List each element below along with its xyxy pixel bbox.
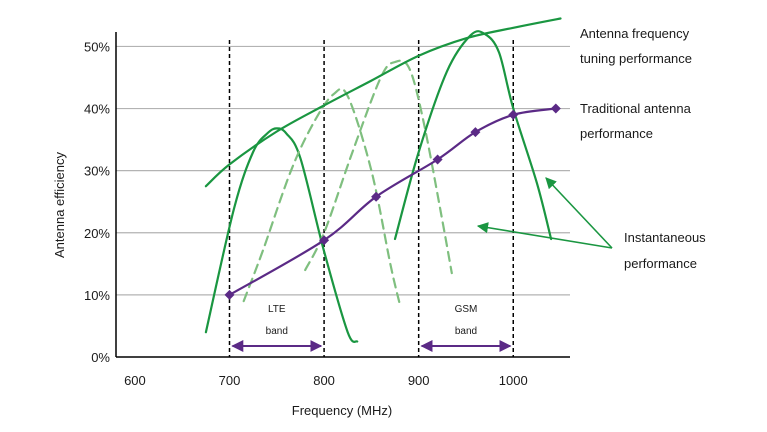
y-tick-label-5: 50% <box>84 39 110 54</box>
x-tick-label-3: 900 <box>408 373 430 388</box>
series-line-2 <box>228 107 557 296</box>
annotation-arrow-lower <box>476 222 613 249</box>
y-axis-title: Antenna efficiency <box>52 152 67 258</box>
series-2-point-1 <box>319 235 330 246</box>
band-label-1-line-2: band <box>455 326 477 337</box>
series-lines <box>204 17 562 300</box>
y-tick-label-3: 30% <box>84 164 110 179</box>
y-tick-label-4: 40% <box>84 102 110 117</box>
series-2-point-4 <box>470 127 481 138</box>
annotation-traditional-line-2: performance <box>580 126 653 141</box>
x-tick-label-4: 1000 <box>499 373 528 388</box>
annotation-arrow-upper <box>545 177 613 249</box>
series-line-1 <box>204 17 562 188</box>
annotation-tuning-line-2: tuning performance <box>580 51 692 66</box>
series-2-point-0 <box>224 289 235 300</box>
instantaneous-curve-2 <box>242 87 401 306</box>
annotation-tuning: Antenna frequency tuning performance <box>580 26 692 66</box>
band-label-0-line-2: band <box>266 326 288 337</box>
instantaneous-curve-3 <box>304 59 453 275</box>
x-tick-label-2: 800 <box>313 373 335 388</box>
series-2-point-3 <box>432 154 443 165</box>
y-tick-label-0: 0% <box>91 350 110 365</box>
annotation-instantaneous: Instantaneous performance <box>476 177 706 271</box>
x-axis-title: Frequency (MHz) <box>292 403 392 418</box>
y-tick-label-2: 20% <box>84 226 110 241</box>
band-boundary-lines <box>228 40 514 357</box>
tick-labels: 0% 10% 20% 30% 40% 50% 600 700 800 900 1000 <box>84 39 528 388</box>
grid-lines <box>116 45 570 296</box>
annotation-instantaneous-line-1: Instantaneous <box>624 230 706 245</box>
band-markers: LTE band GSM band <box>231 304 512 352</box>
series-2-point-2 <box>371 191 382 202</box>
x-tick-label-1: 700 <box>219 373 241 388</box>
band-label-1-line-1: GSM <box>455 304 478 315</box>
annotation-instantaneous-line-2: performance <box>624 256 697 271</box>
band-label-0-line-1: LTE <box>268 304 286 315</box>
y-tick-label-1: 10% <box>84 288 110 303</box>
series-2-point-6 <box>550 103 561 114</box>
annotation-tuning-line-1: Antenna frequency <box>580 26 690 41</box>
annotation-traditional-line-1: Traditional antenna <box>580 101 692 116</box>
annotation-traditional: Traditional antenna performance <box>580 101 692 141</box>
axes <box>115 32 570 358</box>
series-2-point-5 <box>508 109 519 120</box>
x-tick-label-0: 600 <box>124 373 146 388</box>
